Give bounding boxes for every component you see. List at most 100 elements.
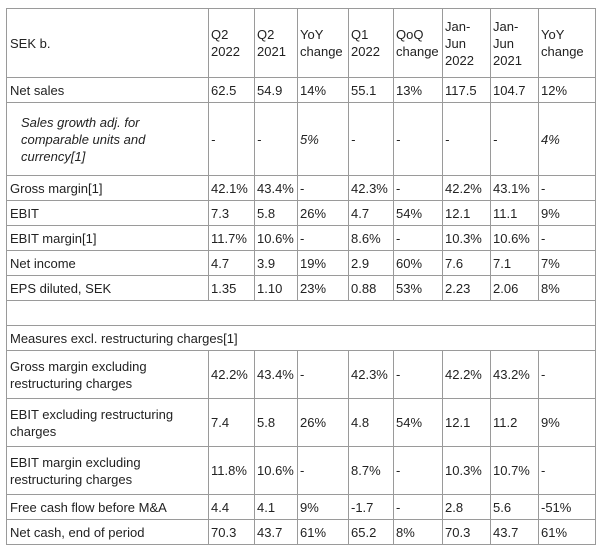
data-row: EPS diluted, SEK 1.35 1.10 23% 0.88 53% 2.23 2.… [6, 275, 596, 301]
header-cell: YoY change [538, 8, 596, 78]
value-cell: 9% [538, 200, 596, 226]
value-cell: 117.5 [442, 77, 491, 103]
value-cell: 10.3% [442, 225, 491, 251]
value-cell: 7.6 [442, 250, 491, 276]
value-cell: 19% [297, 250, 349, 276]
value-cell: - [393, 102, 443, 176]
section-row: Measures excl. restructuring charges[1] [6, 325, 596, 351]
value-cell: - [538, 350, 596, 399]
value-cell: - [297, 350, 349, 399]
value-cell: 4.8 [348, 398, 394, 447]
spacer-row [6, 300, 596, 326]
row-label: Gross margin[1] [6, 175, 209, 201]
value-cell: 8% [538, 275, 596, 301]
value-cell: 61% [538, 519, 596, 545]
value-cell: 4.7 [348, 200, 394, 226]
value-cell: 62.5 [208, 77, 255, 103]
value-cell: -51% [538, 494, 596, 520]
value-cell: 2.06 [490, 275, 539, 301]
value-cell: 7% [538, 250, 596, 276]
row-label: EBIT [6, 200, 209, 226]
value-cell: 10.7% [490, 446, 539, 495]
data-row: EBIT margin[1] 11.7% 10.6% -8.6% -10.3% 10.6%… [6, 225, 596, 251]
value-cell: 10.6% [254, 225, 298, 251]
value-cell: 10.6% [490, 225, 539, 251]
value-cell: 12.1 [442, 398, 491, 447]
value-cell: 8% [393, 519, 443, 545]
value-cell: - [348, 102, 394, 176]
value-cell: 8.7% [348, 446, 394, 495]
row-label: Net cash, end of period [6, 519, 209, 545]
value-cell: 65.2 [348, 519, 394, 545]
financial-table: SEK b. Q2 2022 Q2 2021 YoY change Q1 2022 QoQ… [6, 8, 596, 545]
value-cell: 42.2% [208, 350, 255, 399]
value-cell: 9% [538, 398, 596, 447]
value-cell: - [297, 446, 349, 495]
data-row: Gross margin excluding restructuring cha… [6, 350, 596, 399]
value-cell: 54% [393, 200, 443, 226]
header-cell: QoQ change [393, 8, 443, 78]
value-cell: - [538, 175, 596, 201]
value-cell: 12% [538, 77, 596, 103]
value-cell: 8.6% [348, 225, 394, 251]
row-label: Gross margin excluding restructuring cha… [6, 350, 209, 399]
value-cell: 11.7% [208, 225, 255, 251]
value-cell: 1.35 [208, 275, 255, 301]
value-cell: 53% [393, 275, 443, 301]
value-cell: 42.3% [348, 175, 394, 201]
value-cell: 2.23 [442, 275, 491, 301]
value-cell: 10.3% [442, 446, 491, 495]
value-cell: 104.7 [490, 77, 539, 103]
data-row: Free cash flow before M&A 4.4 4.1 9% -1.7-2.… [6, 494, 596, 520]
value-cell: 13% [393, 77, 443, 103]
value-cell: 5% [297, 102, 349, 176]
value-cell: - [208, 102, 255, 176]
value-cell: 54% [393, 398, 443, 447]
value-cell: 3.9 [254, 250, 298, 276]
row-label: EPS diluted, SEK [6, 275, 209, 301]
value-cell: 11.2 [490, 398, 539, 447]
header-cell: YoY change [297, 8, 349, 78]
row-label: EBIT margin[1] [6, 225, 209, 251]
header-cell: Jan-Jun 2021 [490, 8, 539, 78]
value-cell: - [538, 446, 596, 495]
value-cell: 43.2% [490, 350, 539, 399]
header-cell: Q2 2022 [208, 8, 255, 78]
value-cell: -1.7 [348, 494, 394, 520]
data-row: EBIT 7.3 5.8 26% 4.7 54% 12.1 11.1 9% [6, 200, 596, 226]
value-cell: - [538, 225, 596, 251]
value-cell: 43.1% [490, 175, 539, 201]
value-cell: - [393, 175, 443, 201]
header-cell: Q2 2021 [254, 8, 298, 78]
value-cell: 4.7 [208, 250, 255, 276]
value-cell: - [393, 446, 443, 495]
data-row: Net cash, end of period 70.3 43.7 61% 65.2 8%… [6, 519, 596, 545]
row-label: Net income [6, 250, 209, 276]
value-cell: 0.88 [348, 275, 394, 301]
value-cell: - [393, 350, 443, 399]
value-cell: - [393, 494, 443, 520]
value-cell: 5.8 [254, 200, 298, 226]
data-row: Sales growth adj. for comparable units a… [6, 102, 596, 176]
row-label: EBIT excluding restructuring charges [6, 398, 209, 447]
value-cell: - [393, 225, 443, 251]
value-cell: 1.10 [254, 275, 298, 301]
row-label: Net sales [6, 77, 209, 103]
header-cell: SEK b. [6, 8, 209, 78]
value-cell: 70.3 [208, 519, 255, 545]
value-cell: 55.1 [348, 77, 394, 103]
header-cell: Jan-Jun 2022 [442, 8, 491, 78]
data-row: Gross margin[1] 42.1% 43.4% -42.3% -42.2% 43.… [6, 175, 596, 201]
table-wrap: SEK b. Q2 2022 Q2 2021 YoY change Q1 2022 QoQ… [6, 8, 596, 545]
value-cell: 11.8% [208, 446, 255, 495]
spacer-cell [6, 300, 596, 326]
value-cell: 42.3% [348, 350, 394, 399]
value-cell: 5.6 [490, 494, 539, 520]
value-cell: - [254, 102, 298, 176]
value-cell: 61% [297, 519, 349, 545]
value-cell: - [297, 175, 349, 201]
value-cell: 26% [297, 398, 349, 447]
value-cell: 26% [297, 200, 349, 226]
value-cell: 7.4 [208, 398, 255, 447]
